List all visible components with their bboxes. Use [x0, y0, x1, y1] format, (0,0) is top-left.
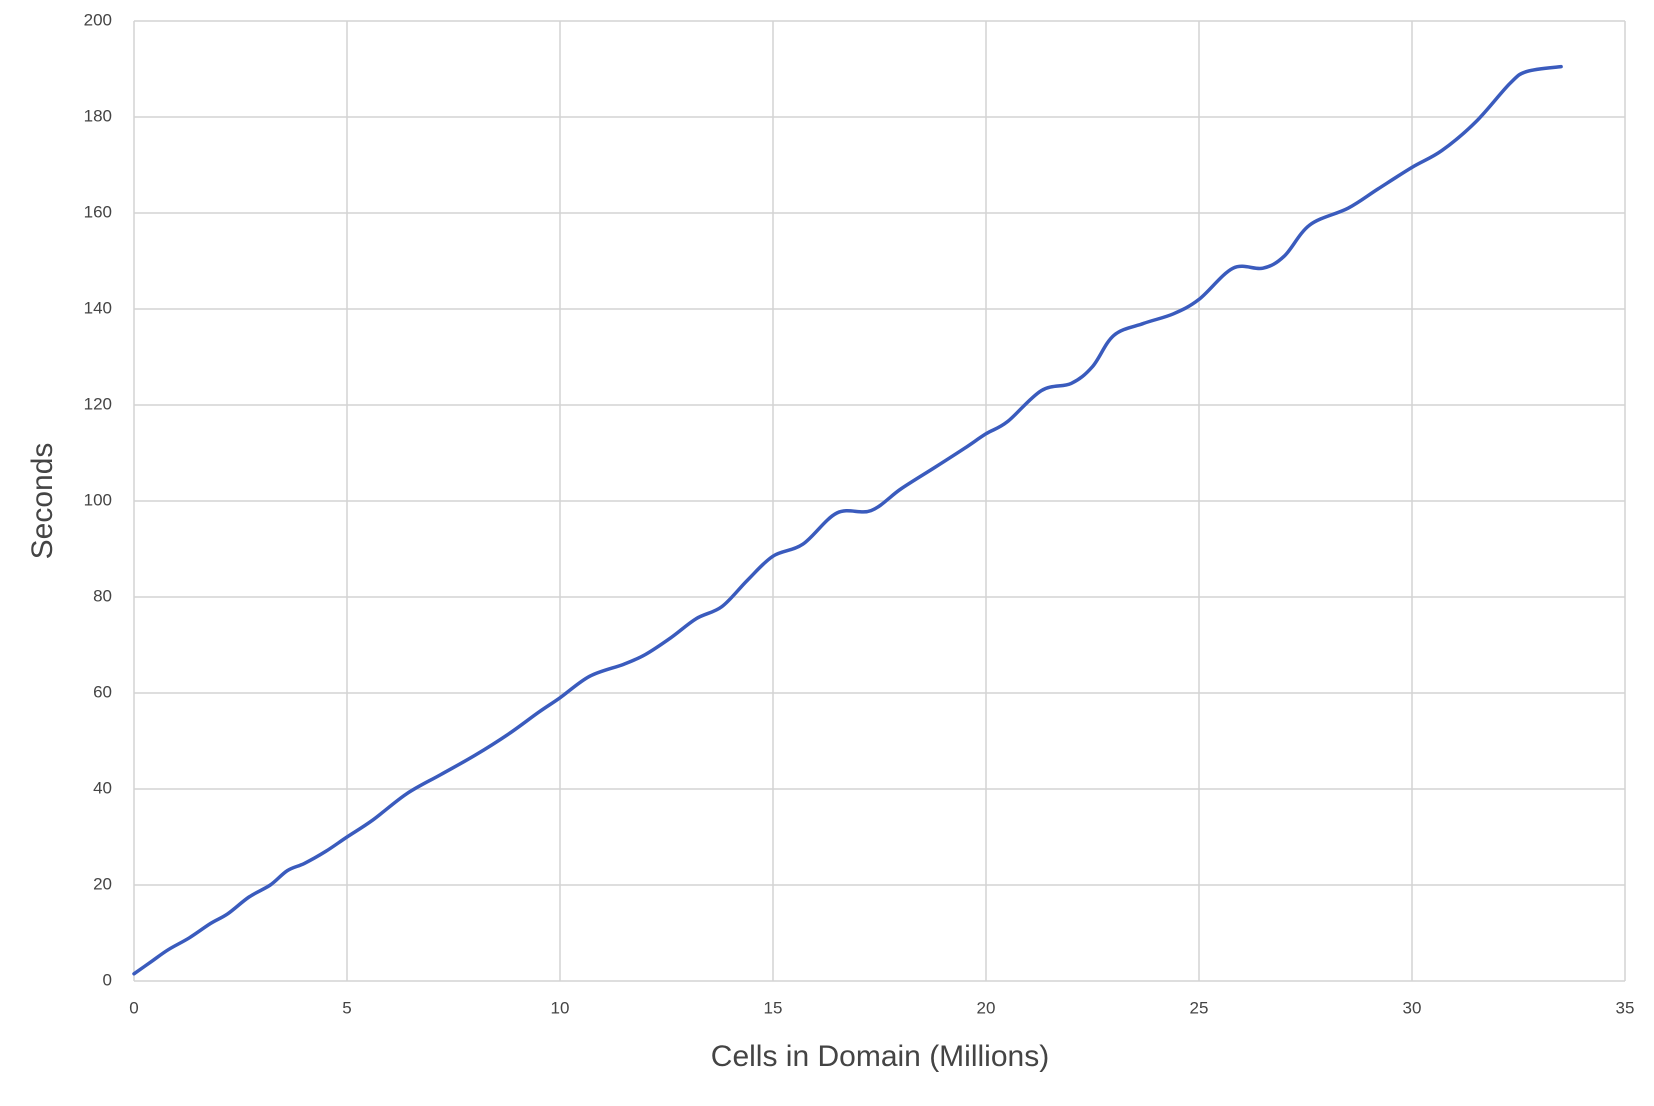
y-tick-label: 140 [84, 298, 112, 317]
x-tick-label: 20 [977, 998, 996, 1017]
y-tick-label: 180 [84, 106, 112, 125]
data-line [132, 64, 1563, 976]
y-tick-label: 20 [93, 874, 112, 893]
y-tick-label: 120 [84, 394, 112, 413]
x-tick-label: 0 [129, 998, 138, 1017]
y-tick-label: 40 [93, 778, 112, 797]
y-tick-label: 80 [93, 586, 112, 605]
x-tick-label: 30 [1403, 998, 1422, 1017]
x-tick-label: 5 [342, 998, 351, 1017]
y-axis-title: Seconds [26, 443, 59, 560]
y-tick-label: 160 [84, 202, 112, 221]
x-axis-title: Cells in Domain (Millions) [711, 1040, 1049, 1073]
x-tick-label: 10 [551, 998, 570, 1017]
y-tick-label: 200 [84, 10, 112, 29]
x-tick-label: 35 [1616, 998, 1635, 1017]
y-tick-label: 0 [103, 970, 112, 989]
x-tick-label: 25 [1190, 998, 1209, 1017]
x-tick-label: 15 [764, 998, 783, 1017]
y-tick-label: 60 [93, 682, 112, 701]
y-tick-label: 100 [84, 490, 112, 509]
